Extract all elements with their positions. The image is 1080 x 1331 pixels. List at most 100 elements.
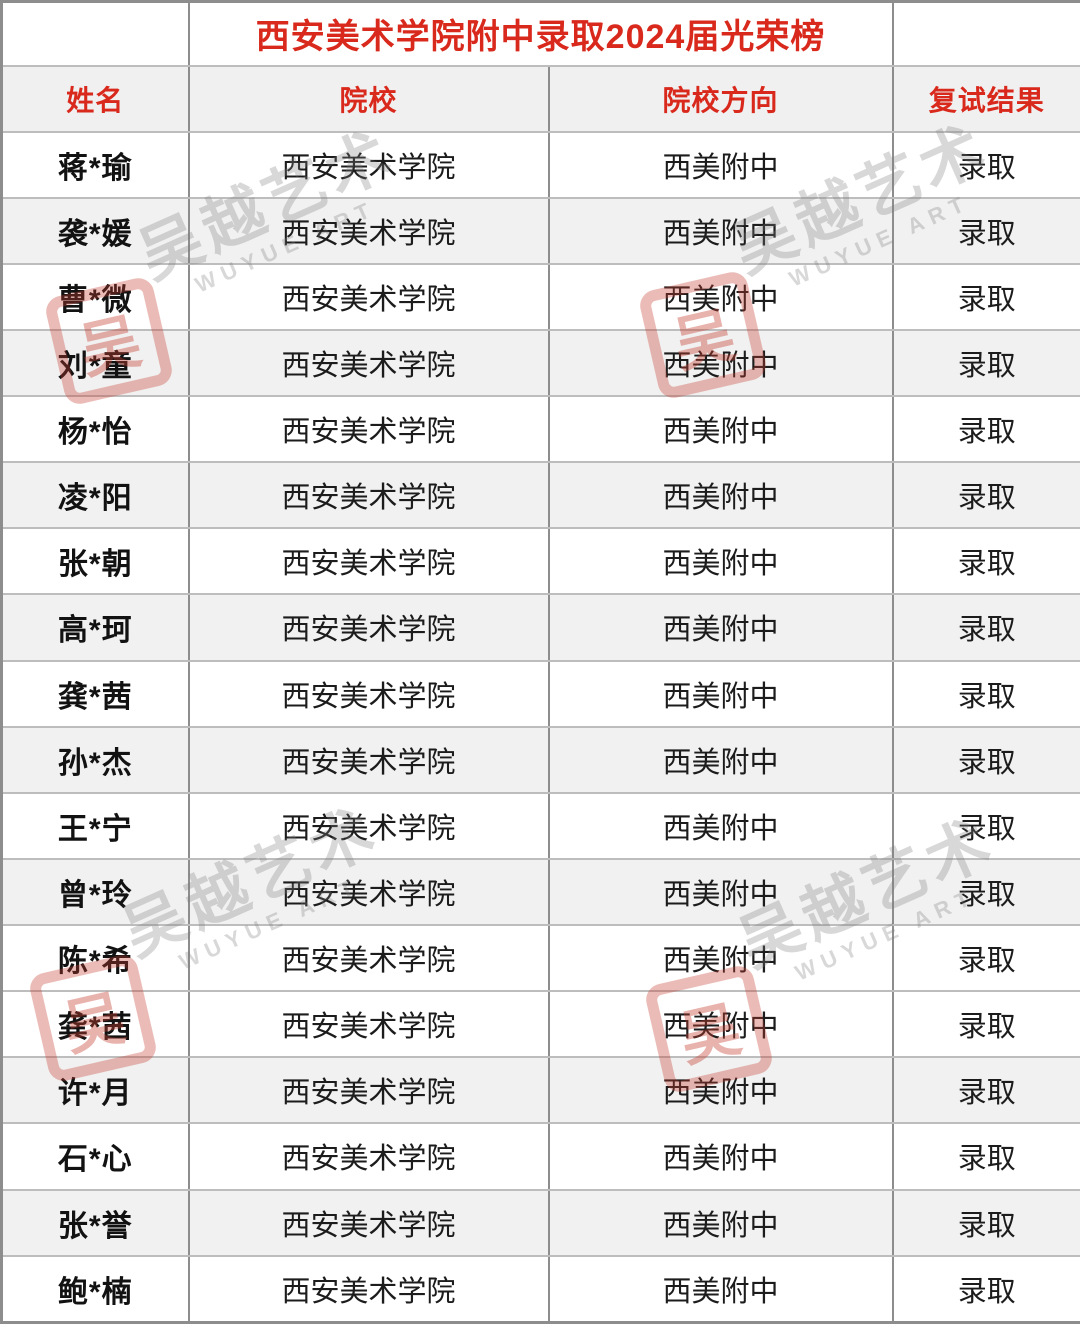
direction-cell: 西美附中: [547, 328, 894, 398]
school-cell: 西安美术学院: [187, 196, 550, 265]
result-cell: 录取: [891, 328, 1080, 398]
name-cell: 曾*玲: [0, 857, 190, 927]
result-cell: 录取: [891, 1188, 1080, 1257]
direction-cell: 西美附中: [547, 1254, 894, 1324]
school-cell: 西安美术学院: [187, 461, 550, 530]
table-row: 龚*茜 西安美术学院 西美附中 录取: [0, 990, 1080, 1059]
table-row: 许*月 西安美术学院 西美附中 录取: [0, 1056, 1080, 1125]
table-row: 鲍*楠 西安美术学院 西美附中 录取: [0, 1254, 1080, 1324]
title-right-spacer-cell: [891, 0, 1080, 67]
name-cell: 高*珂: [0, 593, 190, 662]
table-row: 孙*杰 西安美术学院 西美附中 录取: [0, 725, 1080, 794]
name-cell: 张*朝: [0, 527, 190, 596]
table-row: 曹*微 西安美术学院 西美附中 录取: [0, 262, 1080, 331]
column-header-school: 院校: [187, 64, 550, 133]
table-row: 刘*童 西安美术学院 西美附中 录取: [0, 328, 1080, 398]
result-cell: 录取: [891, 990, 1080, 1059]
table-row: 张*誉 西安美术学院 西美附中 录取: [0, 1188, 1080, 1257]
school-cell: 西安美术学院: [187, 1122, 550, 1191]
column-header-name: 姓名: [0, 64, 190, 133]
school-cell: 西安美术学院: [187, 659, 550, 728]
result-cell: 录取: [891, 527, 1080, 596]
result-cell: 录取: [891, 130, 1080, 199]
result-cell: 录取: [891, 461, 1080, 530]
name-cell: 袭*媛: [0, 196, 190, 265]
direction-cell: 西美附中: [547, 196, 894, 265]
direction-cell: 西美附中: [547, 262, 894, 331]
result-cell: 录取: [891, 593, 1080, 662]
table-row: 高*珂 西安美术学院 西美附中 录取: [0, 593, 1080, 662]
name-cell: 曹*微: [0, 262, 190, 331]
table-row: 陈*希 西安美术学院 西美附中 录取: [0, 923, 1080, 993]
direction-cell: 西美附中: [547, 791, 894, 860]
direction-cell: 西美附中: [547, 527, 894, 596]
direction-cell: 西美附中: [547, 725, 894, 794]
direction-cell: 西美附中: [547, 1056, 894, 1125]
column-header-direction: 院校方向: [547, 64, 894, 133]
direction-cell: 西美附中: [547, 857, 894, 927]
school-cell: 西安美术学院: [187, 593, 550, 662]
name-cell: 蒋*瑜: [0, 130, 190, 199]
title-left-spacer-cell: [0, 0, 190, 67]
table-row: 蒋*瑜 西安美术学院 西美附中 录取: [0, 130, 1080, 199]
result-cell: 录取: [891, 725, 1080, 794]
school-cell: 西安美术学院: [187, 1056, 550, 1125]
result-cell: 录取: [891, 1056, 1080, 1125]
school-cell: 西安美术学院: [187, 1188, 550, 1257]
name-cell: 许*月: [0, 1056, 190, 1125]
name-cell: 石*心: [0, 1122, 190, 1191]
name-cell: 龚*茜: [0, 659, 190, 728]
direction-cell: 西美附中: [547, 593, 894, 662]
table-row: 曾*玲 西安美术学院 西美附中 录取: [0, 857, 1080, 927]
name-cell: 鲍*楠: [0, 1254, 190, 1324]
result-cell: 录取: [891, 923, 1080, 993]
school-cell: 西安美术学院: [187, 394, 550, 464]
table-row: 杨*怡 西安美术学院 西美附中 录取: [0, 394, 1080, 464]
name-cell: 刘*童: [0, 328, 190, 398]
name-cell: 龚*茜: [0, 990, 190, 1059]
name-cell: 凌*阳: [0, 461, 190, 530]
school-cell: 西安美术学院: [187, 328, 550, 398]
school-cell: 西安美术学院: [187, 725, 550, 794]
result-cell: 录取: [891, 857, 1080, 927]
direction-cell: 西美附中: [547, 1122, 894, 1191]
school-cell: 西安美术学院: [187, 857, 550, 927]
name-cell: 杨*怡: [0, 394, 190, 464]
table-header-row: 姓名 院校 院校方向 复试结果: [0, 64, 1080, 133]
school-cell: 西安美术学院: [187, 130, 550, 199]
school-cell: 西安美术学院: [187, 791, 550, 860]
title-row: 西安美术学院附中录取2024届光荣榜: [0, 0, 1080, 67]
table-row: 袭*媛 西安美术学院 西美附中 录取: [0, 196, 1080, 265]
direction-cell: 西美附中: [547, 923, 894, 993]
table-row: 凌*阳 西安美术学院 西美附中 录取: [0, 461, 1080, 530]
direction-cell: 西美附中: [547, 394, 894, 464]
page-title: 西安美术学院附中录取2024届光荣榜: [187, 0, 894, 67]
result-cell: 录取: [891, 1254, 1080, 1324]
column-header-result: 复试结果: [891, 64, 1080, 133]
direction-cell: 西美附中: [547, 461, 894, 530]
table-row: 石*心 西安美术学院 西美附中 录取: [0, 1122, 1080, 1191]
direction-cell: 西美附中: [547, 1188, 894, 1257]
name-cell: 张*誉: [0, 1188, 190, 1257]
table-row: 张*朝 西安美术学院 西美附中 录取: [0, 527, 1080, 596]
result-cell: 录取: [891, 262, 1080, 331]
name-cell: 孙*杰: [0, 725, 190, 794]
direction-cell: 西美附中: [547, 130, 894, 199]
result-cell: 录取: [891, 196, 1080, 265]
table-row: 龚*茜 西安美术学院 西美附中 录取: [0, 659, 1080, 728]
name-cell: 陈*希: [0, 923, 190, 993]
direction-cell: 西美附中: [547, 659, 894, 728]
direction-cell: 西美附中: [547, 990, 894, 1059]
school-cell: 西安美术学院: [187, 527, 550, 596]
result-cell: 录取: [891, 659, 1080, 728]
school-cell: 西安美术学院: [187, 990, 550, 1059]
name-cell: 王*宁: [0, 791, 190, 860]
school-cell: 西安美术学院: [187, 923, 550, 993]
result-cell: 录取: [891, 394, 1080, 464]
school-cell: 西安美术学院: [187, 1254, 550, 1324]
table-row: 王*宁 西安美术学院 西美附中 录取: [0, 791, 1080, 860]
result-cell: 录取: [891, 791, 1080, 860]
result-cell: 录取: [891, 1122, 1080, 1191]
